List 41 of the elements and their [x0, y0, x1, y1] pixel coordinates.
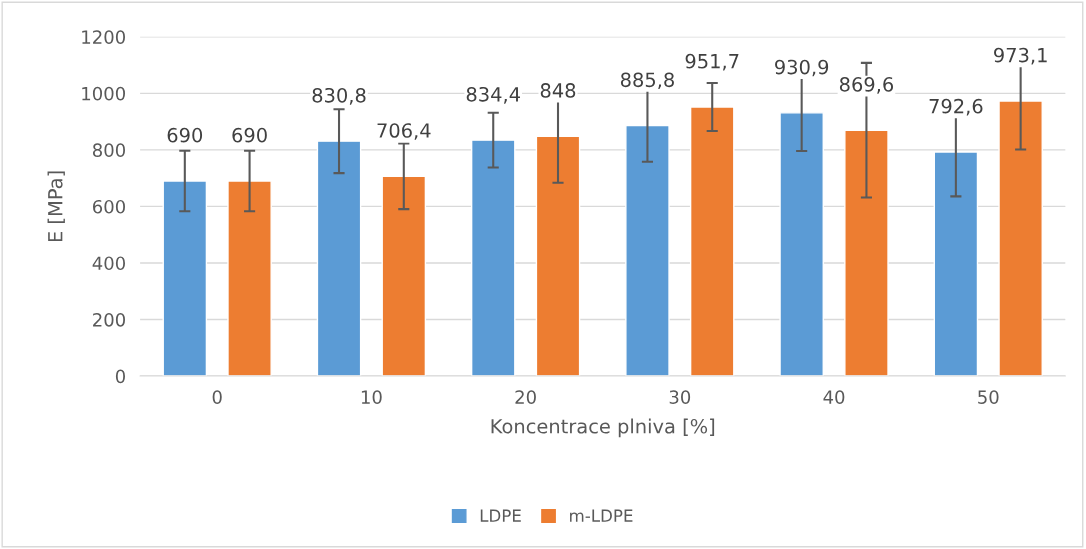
bar: [316, 140, 362, 377]
data-label: 848: [540, 83, 576, 98]
data-label: 869,6: [839, 77, 894, 94]
data-label: 973,1: [994, 47, 1047, 65]
y-tick-label: 1000: [82, 86, 126, 101]
bar: [470, 139, 516, 377]
y-tick-label: 800: [92, 143, 126, 157]
x-tick-label: 40: [823, 390, 845, 404]
data-label: 830,8: [312, 87, 366, 105]
bar: [933, 151, 979, 377]
bar: [162, 180, 208, 377]
x-tick-label: 10: [361, 390, 382, 404]
bar: [998, 100, 1043, 377]
x-axis-title: Koncentrace plniva [%]: [491, 418, 715, 438]
y-tick-label: 1200: [82, 30, 126, 44]
y-tick-label: 200: [93, 312, 126, 327]
bar: [689, 106, 735, 377]
data-label: 834,4: [466, 86, 520, 104]
y-tick-label: 400: [92, 256, 126, 271]
bar: [844, 129, 889, 377]
data-label: 690: [232, 127, 267, 143]
x-tick-label: 20: [515, 390, 536, 404]
legend-label: m-LDPE: [570, 509, 633, 522]
data-label: 930,9: [775, 59, 829, 77]
data-label: 792,6: [929, 98, 983, 116]
data-label: 706,4: [377, 123, 431, 140]
bar: [535, 135, 581, 377]
x-tick-label: 0: [212, 390, 222, 404]
x-tick-label: 50: [978, 390, 999, 404]
bar: [625, 124, 670, 377]
y-axis-title: E [MPa]: [47, 171, 65, 242]
y-tick-label: 0: [115, 369, 126, 384]
data-label: 690: [167, 127, 203, 143]
data-label: 951,7: [685, 53, 739, 71]
bar: [381, 175, 427, 377]
bar: [227, 180, 272, 377]
y-tick-label: 600: [93, 199, 126, 214]
legend-label: LDPE: [480, 509, 521, 522]
data-label: 885,8: [620, 72, 674, 90]
bar: [779, 112, 824, 377]
x-tick-label: 30: [669, 390, 691, 404]
